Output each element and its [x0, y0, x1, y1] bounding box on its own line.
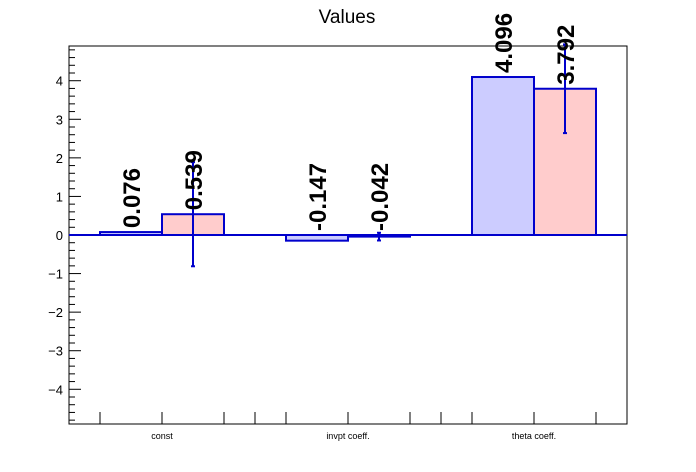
chart-title: Values: [319, 7, 376, 28]
y-tick-label: 1: [56, 189, 63, 204]
data-label: -0.147: [305, 163, 332, 231]
y-tick-label: −3: [48, 344, 63, 359]
category-label: theta coeff.: [512, 431, 556, 441]
data-label: 3.792: [553, 25, 580, 85]
bar: [533, 87, 597, 237]
bar: [471, 76, 535, 236]
data-label: 0.076: [119, 168, 146, 228]
y-tick-label: −4: [48, 382, 63, 397]
category-label: invpt coeff.: [326, 431, 369, 441]
data-label: -0.042: [367, 163, 394, 231]
y-tick-label: 4: [56, 74, 63, 89]
data-label: 4.096: [491, 13, 518, 73]
category-label: const: [151, 431, 173, 441]
y-tick-label: 0: [56, 228, 63, 243]
data-label: 0.539: [181, 150, 208, 210]
y-tick-label: −1: [48, 267, 63, 282]
y-tick-label: 2: [56, 151, 63, 166]
plot-area: −4 −3 −2 −1 0 1 2 3 4 0.076 -0.147 4.096 0.539 -0.042…: [48, 13, 628, 441]
y-tick-label: −2: [48, 305, 63, 320]
y-tick-label: 3: [56, 112, 63, 127]
